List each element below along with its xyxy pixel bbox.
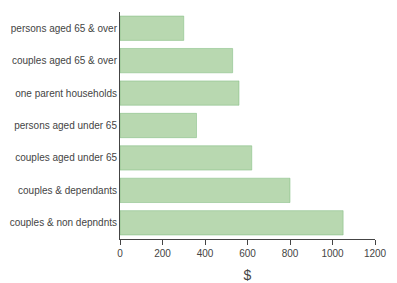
svg-text:1200: 1200 bbox=[364, 248, 387, 259]
svg-text:one parent households: one parent households bbox=[15, 88, 117, 99]
svg-text:400: 400 bbox=[197, 248, 214, 259]
svg-text:couples & non depndnts: couples & non depndnts bbox=[10, 217, 117, 228]
svg-text:800: 800 bbox=[282, 248, 299, 259]
svg-text:couples aged 65 & over: couples aged 65 & over bbox=[12, 55, 118, 66]
svg-text:couples aged under 65: couples aged under 65 bbox=[15, 152, 117, 163]
svg-text:600: 600 bbox=[239, 248, 256, 259]
svg-text:200: 200 bbox=[154, 248, 171, 259]
svg-text:$: $ bbox=[244, 267, 252, 283]
svg-text:persons aged under 65: persons aged under 65 bbox=[14, 120, 117, 131]
svg-text:1000: 1000 bbox=[321, 248, 344, 259]
svg-text:0: 0 bbox=[117, 248, 123, 259]
svg-text:couples & dependants: couples & dependants bbox=[18, 185, 117, 196]
svg-text:persons aged 65 & over: persons aged 65 & over bbox=[11, 23, 118, 34]
